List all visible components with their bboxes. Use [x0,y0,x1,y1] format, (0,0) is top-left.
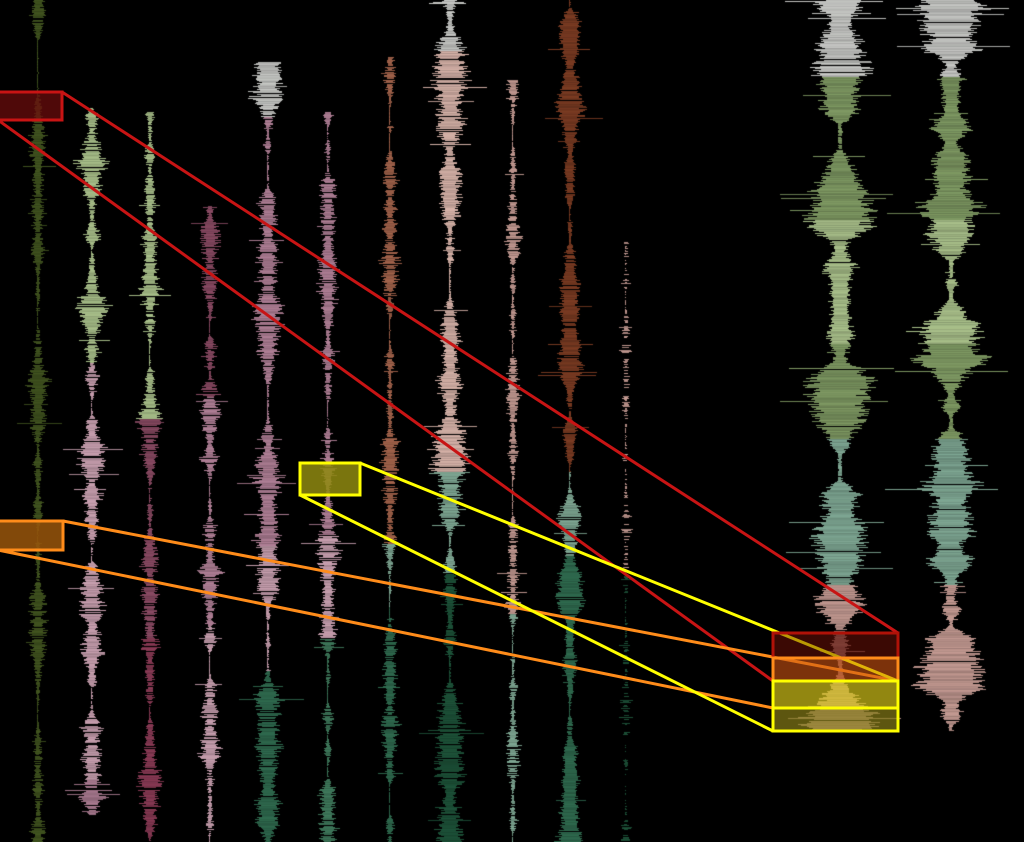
waveform-explorer-root [0,0,1024,842]
waveform-field-canvas[interactable] [0,0,1024,842]
